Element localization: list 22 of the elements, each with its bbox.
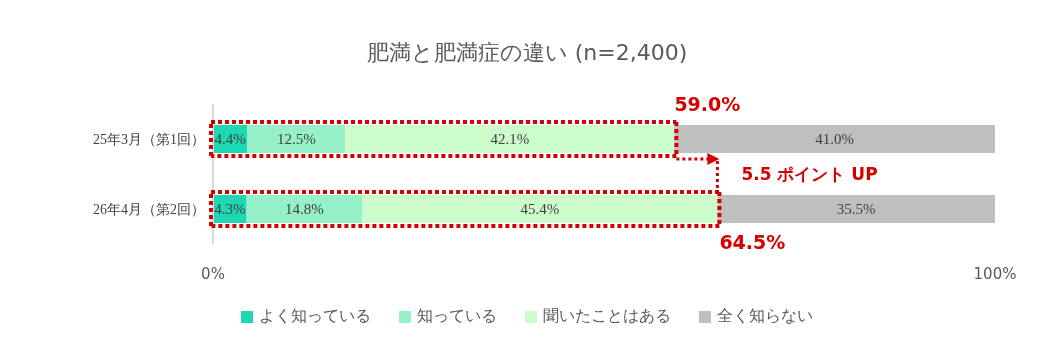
data-label: 4.4% — [214, 131, 246, 147]
legend-label: 全く知らない — [717, 306, 813, 327]
data-label: 12.5% — [276, 131, 316, 147]
chart-title: 肥満と肥満症の違い (n=2,400) — [365, 39, 689, 67]
y-tick-label: 26年4月（第2回） — [93, 201, 205, 217]
data-label: 4.3% — [214, 201, 246, 217]
data-label: 14.8% — [285, 201, 324, 217]
data-label: 35.5% — [836, 201, 876, 217]
bar — [247, 125, 346, 153]
legend-label: 知っている — [417, 306, 497, 327]
bar — [246, 195, 363, 223]
annotation: 5.5 ポイント UP — [741, 164, 878, 184]
x-tick-label: 100% — [973, 264, 1017, 283]
legend-label: 聞いたことはある — [543, 306, 671, 327]
data-label: 45.4% — [520, 201, 560, 217]
legend-label: よく知っている — [259, 306, 371, 327]
data-label: 42.1% — [490, 131, 530, 147]
x-tick-label: 0% — [201, 264, 225, 283]
y-tick-label: 25年3月（第1回） — [93, 131, 205, 147]
annotation: 59.0% — [674, 93, 741, 115]
annotation: 64.5% — [719, 231, 786, 253]
data-label: 41.0% — [815, 131, 855, 147]
